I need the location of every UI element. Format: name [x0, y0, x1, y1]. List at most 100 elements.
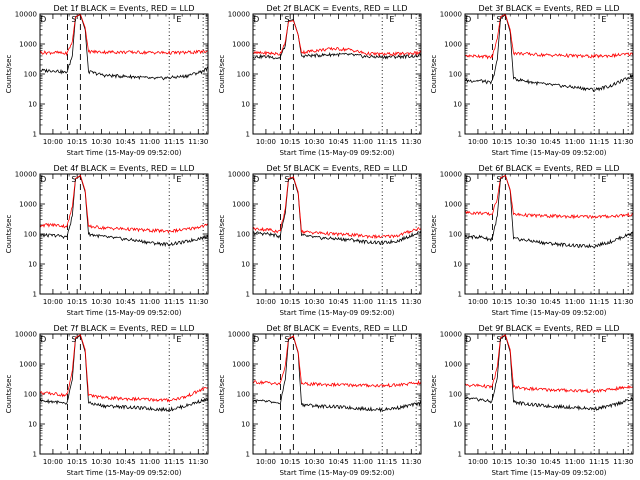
x-tick-label: 11:30: [401, 298, 421, 306]
x-tick-label: 10:15: [492, 458, 512, 466]
y-tick-label: 1: [33, 451, 37, 459]
y-tick-label: 10000: [440, 171, 462, 179]
y-tick-label: 100: [24, 231, 37, 239]
x-tick-label: 10:15: [280, 458, 300, 466]
x-tick-label: 10:30: [516, 298, 536, 306]
x-tick-label: 11:15: [589, 138, 609, 146]
annotation-letter: D: [253, 175, 259, 184]
x-tick-label: 10:45: [329, 138, 349, 146]
y-tick-label: 10: [453, 101, 462, 109]
x-tick-label: 10:15: [492, 298, 512, 306]
annotation-letter: S: [496, 175, 501, 184]
panel-title: Det 6f BLACK = Events, RED = LLD: [478, 164, 619, 173]
x-tick-label: 11:00: [353, 458, 373, 466]
x-tick-label: 11:15: [377, 458, 397, 466]
series-line-events: [464, 334, 634, 411]
y-axis-label: Counts/sec: [5, 215, 13, 254]
x-tick-label: 10:30: [91, 138, 111, 146]
plot-frame: [252, 173, 422, 295]
y-tick-label: 10: [241, 101, 250, 109]
panel-title: Det 3f BLACK = Events, RED = LLD: [478, 4, 619, 13]
x-tick-label: 10:00: [468, 298, 488, 306]
panel-title: Det 5f BLACK = Events, RED = LLD: [266, 164, 407, 173]
chart-panel-5: Det 5f BLACK = Events, RED = LLD Counts/s…: [218, 164, 422, 317]
x-tick-label: 11:30: [613, 458, 633, 466]
x-axis-label: Start Time (15-May-09 09:52:00): [491, 309, 606, 317]
y-tick-label: 10000: [15, 331, 37, 339]
y-tick-label: 10000: [440, 11, 462, 19]
x-tick-label: 11:30: [188, 458, 208, 466]
annotation-letter: S: [284, 15, 289, 24]
y-tick-label: 1000: [444, 361, 462, 369]
annotation-letter: E: [601, 15, 606, 24]
x-tick-label: 11:15: [377, 138, 397, 146]
series-line-lld: [252, 176, 422, 240]
x-tick-label: 11:00: [353, 138, 373, 146]
x-tick-label: 11:15: [164, 298, 184, 306]
y-tick-label: 1000: [232, 361, 250, 369]
chart-panel-2: Det 2f BLACK = Events, RED = LLD Counts/s…: [218, 4, 422, 157]
panel-grid: Det 1f BLACK = Events, RED = LLD Counts/s…: [5, 4, 634, 477]
x-tick-label: 11:00: [353, 298, 373, 306]
chart-panel-4: Det 4f BLACK = Events, RED = LLD Counts/s…: [5, 164, 209, 317]
x-tick-label: 11:00: [565, 458, 585, 466]
annotation-letter: D: [40, 335, 46, 344]
series-line-lld: [464, 13, 634, 60]
panel-title: Det 2f BLACK = Events, RED = LLD: [266, 4, 407, 13]
x-tick-label: 10:15: [280, 138, 300, 146]
x-tick-label: 10:45: [116, 458, 136, 466]
y-axis-label: Counts/sec: [5, 375, 13, 414]
x-tick-label: 10:45: [116, 138, 136, 146]
annotation-letter: S: [496, 15, 501, 24]
plot-frame: [464, 333, 634, 455]
y-tick-label: 1: [33, 131, 37, 139]
y-tick-label: 1: [246, 131, 250, 139]
annotation-letter: D: [40, 15, 46, 24]
x-tick-label: 11:15: [377, 298, 397, 306]
y-tick-label: 1: [33, 291, 37, 299]
x-axis-label: Start Time (15-May-09 09:52:00): [66, 309, 181, 317]
x-tick-label: 10:15: [67, 138, 87, 146]
x-tick-label: 11:30: [401, 458, 421, 466]
annotation-letter: S: [284, 335, 289, 344]
x-tick-label: 10:00: [256, 298, 276, 306]
annotation-letter: D: [465, 15, 471, 24]
plot-frame: [464, 173, 634, 295]
y-axis-label: Counts/sec: [218, 55, 226, 94]
x-tick-label: 11:30: [613, 298, 633, 306]
x-axis-label: Start Time (15-May-09 09:52:00): [66, 149, 181, 157]
x-tick-label: 10:30: [91, 298, 111, 306]
y-tick-label: 10: [453, 261, 462, 269]
x-axis-label: Start Time (15-May-09 09:52:00): [491, 469, 606, 477]
x-tick-label: 10:15: [280, 298, 300, 306]
y-tick-label: 10000: [228, 331, 250, 339]
x-tick-label: 11:00: [140, 298, 160, 306]
series-line-events: [39, 334, 209, 412]
chart-panel-6: Det 6f BLACK = Events, RED = LLD Counts/s…: [430, 164, 634, 317]
x-tick-label: 10:30: [304, 298, 324, 306]
y-axis-label: Counts/sec: [5, 55, 13, 94]
x-tick-label: 11:30: [188, 298, 208, 306]
y-tick-label: 10: [28, 261, 37, 269]
x-tick-label: 10:30: [304, 138, 324, 146]
x-tick-label: 10:45: [329, 458, 349, 466]
y-tick-label: 10000: [228, 11, 250, 19]
y-axis-label: Counts/sec: [218, 375, 226, 414]
y-tick-label: 10: [28, 421, 37, 429]
x-tick-label: 11:15: [589, 458, 609, 466]
y-tick-label: 1: [246, 291, 250, 299]
chart-panel-3: Det 3f BLACK = Events, RED = LLD Counts/s…: [430, 4, 634, 157]
annotation-letter: D: [253, 335, 259, 344]
annotation-letter: E: [601, 175, 606, 184]
x-tick-label: 11:15: [164, 458, 184, 466]
y-tick-label: 10: [28, 101, 37, 109]
annotation-letter: D: [465, 335, 471, 344]
y-tick-label: 1000: [19, 41, 37, 49]
series-line-events: [39, 175, 209, 248]
y-axis-label: Counts/sec: [430, 55, 438, 94]
annotation-letter: S: [71, 335, 76, 344]
annotation-letter: E: [389, 175, 394, 184]
annotation-letter: E: [601, 335, 606, 344]
